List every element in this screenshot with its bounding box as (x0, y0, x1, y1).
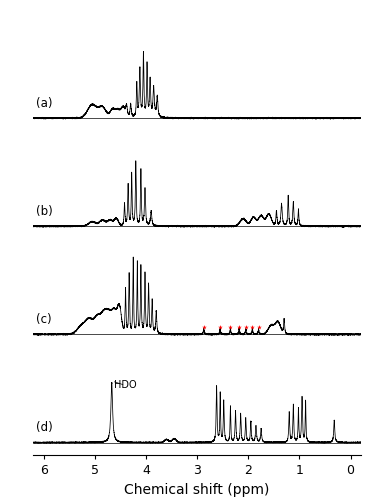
Text: (c): (c) (36, 313, 52, 326)
Text: (b): (b) (36, 205, 53, 218)
Text: (d): (d) (36, 421, 53, 434)
Text: HDO: HDO (114, 380, 137, 390)
Text: (a): (a) (36, 97, 52, 110)
X-axis label: Chemical shift (ppm): Chemical shift (ppm) (125, 482, 270, 496)
